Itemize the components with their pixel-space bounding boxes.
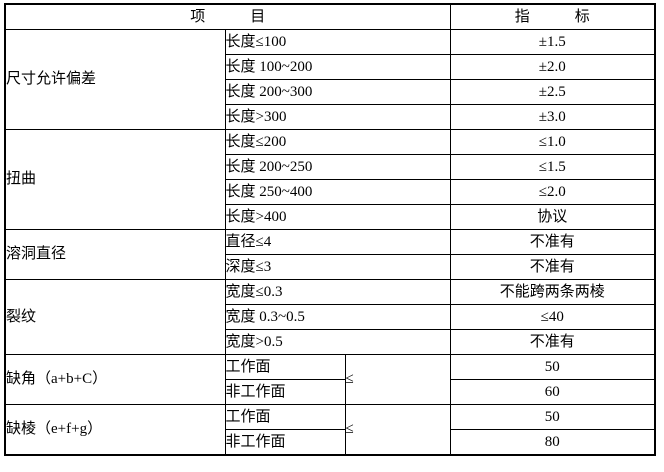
table-row: 长度>400 协议 xyxy=(5,204,656,230)
condition-cell: 长度>300 xyxy=(224,104,451,130)
value-cell: 不准有 xyxy=(449,329,656,355)
value-cell: 50 xyxy=(449,404,656,430)
table-row: 缺棱（e+f+g） 工作面 ≤ 50 xyxy=(4,404,656,456)
condition-cell: 长度≤200 xyxy=(224,129,451,155)
condition-cell: 非工作面 xyxy=(224,429,346,456)
header-item-column: 项 目 xyxy=(4,3,451,30)
condition-cell: 长度 100~200 xyxy=(224,54,451,80)
value-cell: ±1.5 xyxy=(449,29,656,55)
table-row: 裂纹 宽度≤0.3 不能跨两条两棱 xyxy=(4,279,656,355)
table-row: 长度 200~300 ±2.5 xyxy=(5,79,656,105)
table-row: 尺寸允许偏差 长度≤100 ±1.5 xyxy=(4,29,656,130)
table-row: 非工作面 80 xyxy=(5,429,656,456)
condition-cell: 直径≤4 xyxy=(224,229,451,255)
category-cell: 缺棱（e+f+g） xyxy=(4,404,226,456)
table-row: 长度>300 ±3.0 xyxy=(5,104,656,130)
condition-cell: 长度≤100 xyxy=(224,29,451,55)
table-row: 长度 250~400 ≤2.0 xyxy=(5,179,656,205)
table-row: 长度 100~200 ±2.0 xyxy=(5,54,656,80)
value-cell: ≤1.0 xyxy=(449,129,656,155)
value-cell: ≤40 xyxy=(449,304,656,330)
value-cell: ±3.0 xyxy=(449,104,656,130)
value-cell: ≤1.5 xyxy=(449,154,656,180)
value-cell: 80 xyxy=(449,429,656,456)
value-cell: ±2.5 xyxy=(449,79,656,105)
value-cell: 不准有 xyxy=(449,254,656,280)
value-cell: 协议 xyxy=(449,204,656,230)
condition-cell: 工作面 xyxy=(224,404,346,430)
value-cell: 不准有 xyxy=(449,229,656,255)
condition-cell: 宽度>0.5 xyxy=(224,329,451,355)
category-cell: 裂纹 xyxy=(4,279,226,355)
category-cell: 缺角（a+b+C） xyxy=(4,354,226,405)
condition-cell: 非工作面 xyxy=(224,379,346,405)
spec-table: 项 目 指 标 尺寸允许偏差 长度≤100 ±1.5 长度 100~200 ±2… xyxy=(4,3,657,456)
table-row: 深度≤3 不准有 xyxy=(5,254,656,280)
table-row: 非工作面 60 xyxy=(5,379,656,405)
table-row: 宽度 0.3~0.5 ≤40 xyxy=(5,304,656,330)
category-cell: 扭曲 xyxy=(4,129,226,230)
condition-cell: 长度 250~400 xyxy=(224,179,451,205)
value-cell: 50 xyxy=(449,354,656,380)
table-row: 长度 200~250 ≤1.5 xyxy=(5,154,656,180)
condition-cell: 工作面 xyxy=(224,354,346,380)
operator-cell: ≤ xyxy=(344,354,451,405)
category-cell: 尺寸允许偏差 xyxy=(4,29,226,130)
condition-cell: 长度 200~250 xyxy=(224,154,451,180)
table-row: 扭曲 长度≤200 ≤1.0 xyxy=(4,129,656,230)
value-cell: ≤2.0 xyxy=(449,179,656,205)
table-header-row: 项 目 指 标 xyxy=(4,3,656,30)
condition-cell: 宽度≤0.3 xyxy=(224,279,451,305)
value-cell: ±2.0 xyxy=(449,54,656,80)
table-row: 宽度>0.5 不准有 xyxy=(5,329,656,355)
condition-cell: 长度 200~300 xyxy=(224,79,451,105)
condition-cell: 宽度 0.3~0.5 xyxy=(224,304,451,330)
operator-cell: ≤ xyxy=(344,404,451,456)
value-cell: 不能跨两条两棱 xyxy=(449,279,656,305)
table-row: 溶洞直径 直径≤4 不准有 xyxy=(4,229,656,280)
condition-cell: 长度>400 xyxy=(224,204,451,230)
value-cell: 60 xyxy=(449,379,656,405)
condition-cell: 深度≤3 xyxy=(224,254,451,280)
category-cell: 溶洞直径 xyxy=(4,229,226,280)
table-row: 缺角（a+b+C） 工作面 ≤ 50 xyxy=(4,354,656,405)
header-value-column: 指 标 xyxy=(449,3,656,30)
